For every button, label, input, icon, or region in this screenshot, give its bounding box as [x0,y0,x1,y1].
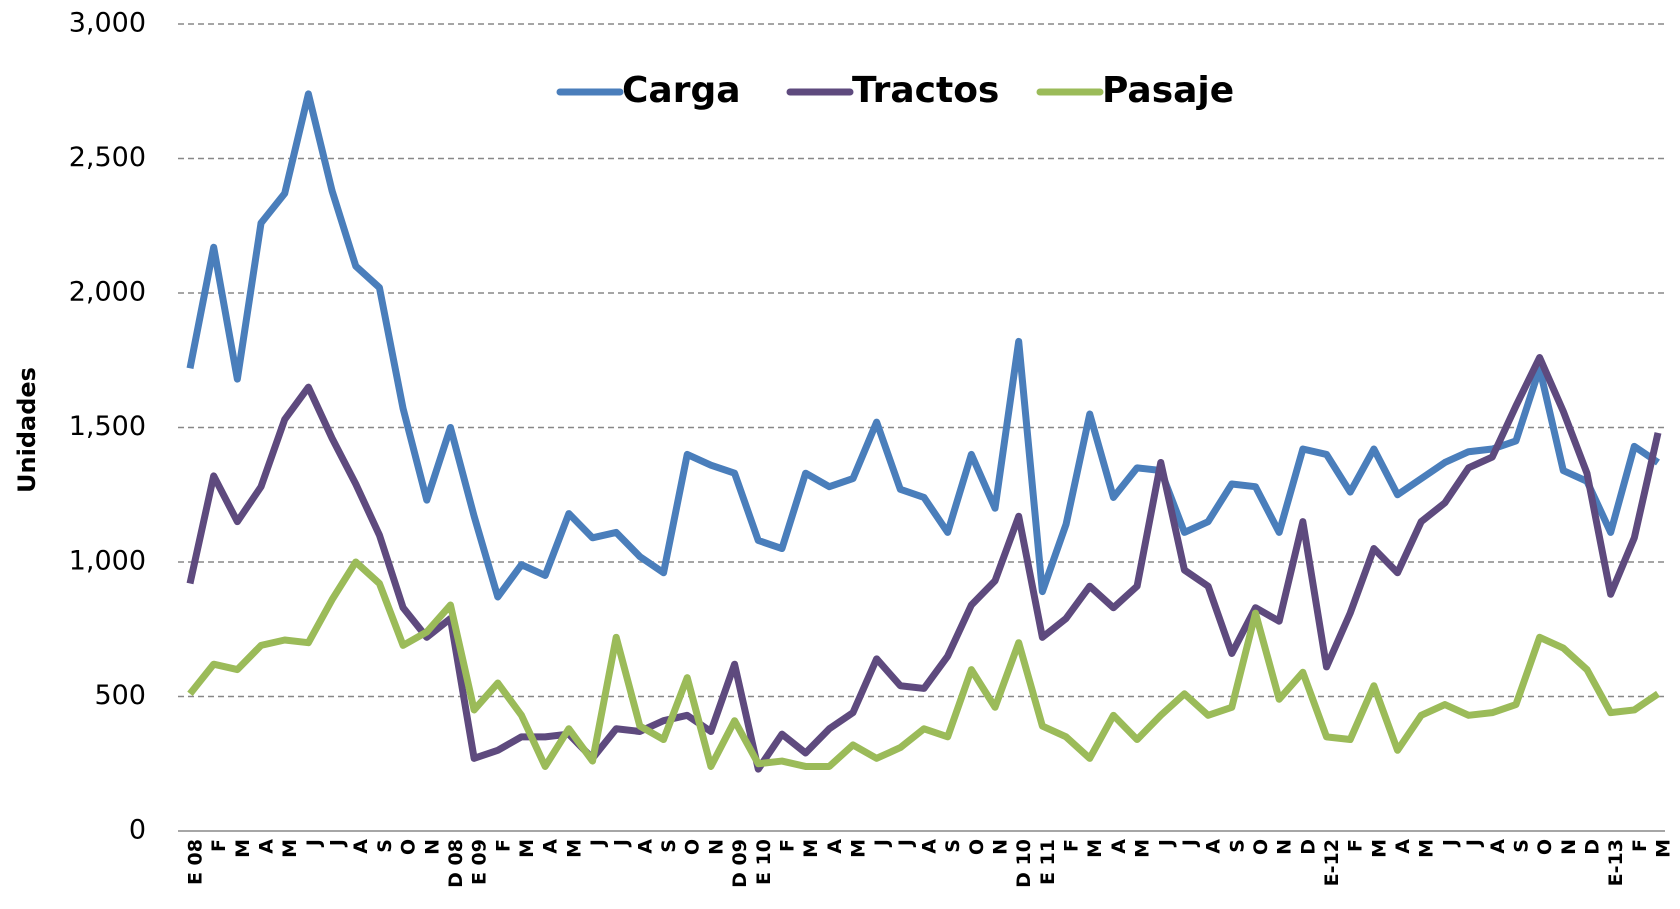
x-tick-label: O [398,839,420,855]
x-tick-label: E 08 [185,839,207,885]
x-tick-label: D [1297,839,1319,855]
y-tick-label: 2,500 [69,142,146,173]
x-tick-label: S [942,839,964,853]
x-tick-label: M [1084,839,1106,858]
x-tick-label: E-12 [1321,839,1343,886]
x-tick-label: D 08 [445,839,467,888]
x-tick-label: S [658,839,680,853]
x-tick-label: F [776,839,798,852]
x-tick-label: O [1250,839,1272,855]
y-tick-label: 3,000 [69,8,146,39]
x-tick-label: S [1226,839,1248,853]
x-tick-label: A [634,839,656,854]
x-tick-label: J [895,839,917,848]
x-tick-label: A [256,839,278,854]
series-line [187,558,1660,770]
x-tick-label: M [516,839,538,858]
y-tick-label: 2,000 [69,277,146,308]
x-tick-label: A [1203,839,1225,854]
x-tick-label: A [824,839,846,854]
x-tick-label: A [1487,839,1509,854]
x-tick-label: M [1132,839,1154,858]
x-tick-label: J [871,839,893,848]
y-tick-label: 1,500 [69,411,146,442]
x-tick-label: J [611,839,633,848]
series-line [186,354,1662,773]
legend-label: Carga [622,70,741,111]
x-tick-label: F [1061,839,1083,852]
x-tick-label: F [208,839,230,852]
x-tick-label: M [1416,839,1438,858]
x-tick-label: O [682,839,704,855]
x-tick-label: A [1392,839,1414,854]
x-tick-label: M [563,839,585,858]
x-tick-label: J [1155,839,1177,848]
x-tick-label: A [350,839,372,854]
x-tick-label: M [279,839,301,858]
x-tick-label: A [1108,839,1130,854]
x-tick-label: N [705,839,727,855]
series-line [186,90,1660,601]
x-tick-label: S [374,839,396,853]
x-tick-label: J [303,839,325,848]
y-axis-label: Unidades [13,367,41,493]
x-tick-label: F [1629,839,1651,852]
x-tick-label: O [966,839,988,855]
x-tick-label: E-13 [1605,839,1627,886]
x-tick-label: E 10 [753,839,775,885]
x-tick-label: D 10 [1013,839,1035,888]
y-tick-label: 1,000 [69,546,146,577]
x-tick-label: J [1179,839,1201,848]
x-tick-label: S [1510,839,1532,853]
x-tick-label: J [1463,839,1485,848]
x-tick-label: N [1558,839,1580,855]
x-tick-label: J [327,839,349,848]
x-tick-label: E 11 [1037,839,1059,885]
x-tick-label: E 09 [469,839,491,885]
x-tick-label: M [847,839,869,858]
y-tick-label: 500 [94,680,146,711]
x-tick-label: A [540,839,562,854]
x-tick-label: D [1581,839,1603,855]
x-tick-label: M [232,839,254,858]
x-tick-label: O [1534,839,1556,855]
x-tick-label: M [1368,839,1390,858]
x-tick-label: D 09 [729,839,751,888]
x-tick-label: N [990,839,1012,855]
x-tick-label: F [1345,839,1367,852]
x-tick-label: J [1439,839,1461,848]
x-tick-label: A [919,839,941,854]
x-tick-label: F [492,839,514,852]
x-tick-label: J [587,839,609,848]
x-tick-label: N [421,839,443,855]
y-tick-label: 0 [129,815,146,846]
legend-label: Pasaje [1102,70,1234,111]
x-tick-label: M [1653,839,1675,858]
x-tick-label: M [800,839,822,858]
x-tick-label: N [1274,839,1296,855]
legend-label: Tractos [852,70,999,111]
